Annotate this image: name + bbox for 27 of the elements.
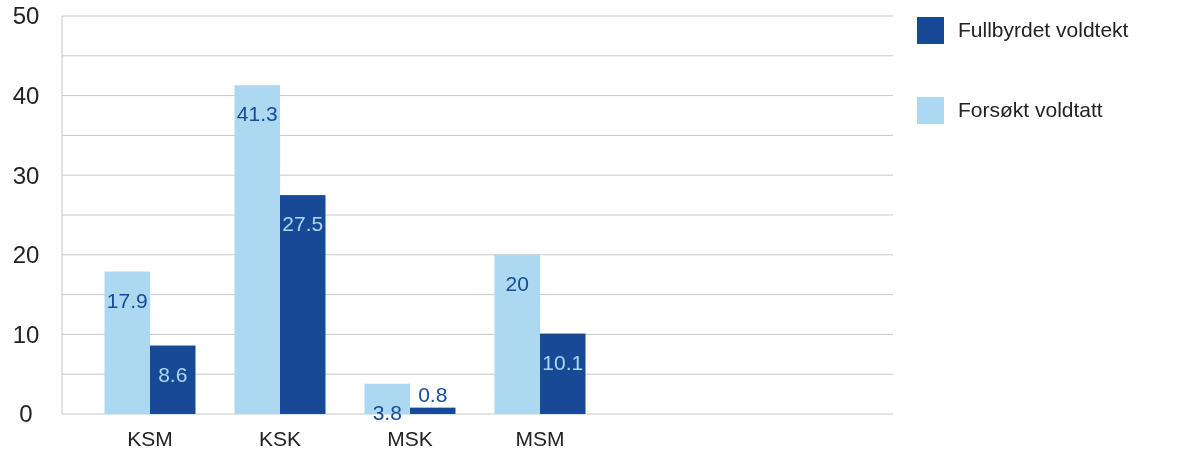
data-label: 10.1 <box>542 350 584 374</box>
bar <box>494 254 540 414</box>
x-tick-label: MSM <box>515 427 565 450</box>
bar <box>540 333 586 414</box>
y-tick-label: 20 <box>12 241 40 269</box>
y-tick-label: 0 <box>19 400 33 428</box>
bar <box>280 195 326 414</box>
data-label: 17.9 <box>106 288 148 312</box>
data-label: 41.3 <box>236 102 278 126</box>
y-tick-label: 10 <box>12 320 40 348</box>
legend-label: Fullbyrdet voldtekt <box>958 18 1129 42</box>
data-label: 3.8 <box>372 400 402 424</box>
y-tick-label: 50 <box>12 2 40 30</box>
legend-label: Forsøkt voldtatt <box>958 98 1103 122</box>
y-tick-label: 30 <box>12 161 40 189</box>
x-tick-label: KSM <box>127 427 173 450</box>
x-tick-label: KSK <box>258 427 302 450</box>
bar <box>150 345 196 414</box>
data-label: 0.8 <box>418 382 448 406</box>
x-tick-label: MSK <box>387 427 433 450</box>
data-label: 20 <box>505 271 529 295</box>
data-label: 8.6 <box>158 362 188 386</box>
bar <box>410 407 456 414</box>
y-tick-label: 40 <box>12 82 40 109</box>
bar <box>104 271 150 414</box>
bar <box>234 85 280 414</box>
data-label: 27.5 <box>282 212 324 236</box>
